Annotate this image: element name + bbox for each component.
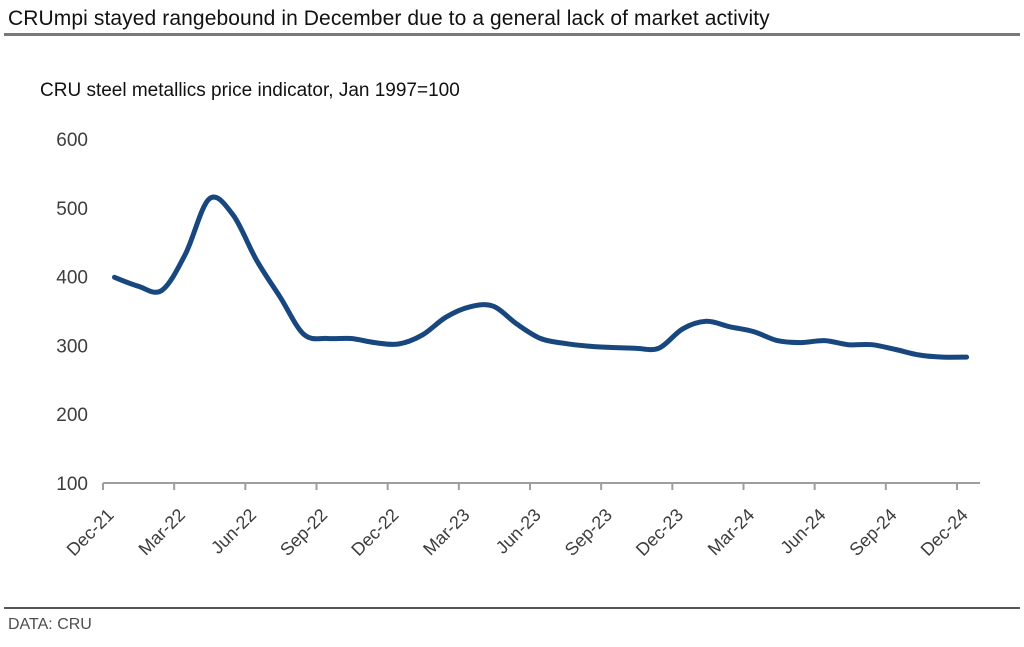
x-tick-label: Jun-22 — [207, 505, 260, 558]
y-tick-label: 400 — [56, 268, 88, 289]
x-tick-label: Sep-23 — [561, 505, 616, 560]
x-tick-label: Mar-24 — [704, 505, 758, 559]
y-tick-label: 200 — [56, 405, 88, 426]
x-tick-label: Jun-24 — [776, 505, 829, 558]
data-source-label: DATA: CRU — [8, 616, 92, 633]
chart-subtitle: CRU steel metallics price indicator, Jan… — [40, 80, 460, 101]
x-tick-label: Jun-23 — [492, 505, 545, 558]
y-tick-label: 300 — [56, 336, 88, 357]
y-tick-label: 100 — [56, 474, 88, 495]
x-tick-label: Dec-23 — [632, 505, 687, 560]
y-tick-label: 600 — [56, 130, 88, 151]
x-tick-label: Sep-22 — [276, 505, 331, 560]
x-tick-label: Dec-21 — [63, 505, 118, 560]
page-title: CRUmpi stayed rangebound in December due… — [8, 7, 770, 30]
price-indicator-line — [112, 194, 970, 360]
x-tick-label: Dec-22 — [347, 505, 402, 560]
title-divider — [4, 33, 1020, 36]
y-tick-label: 500 — [56, 199, 88, 220]
x-tick-label: Sep-24 — [845, 505, 900, 560]
x-tick-label: Dec-24 — [917, 505, 972, 560]
footer-divider — [4, 607, 1020, 609]
x-tick-label: Mar-23 — [419, 505, 473, 559]
x-tick-label: Mar-22 — [135, 505, 189, 559]
